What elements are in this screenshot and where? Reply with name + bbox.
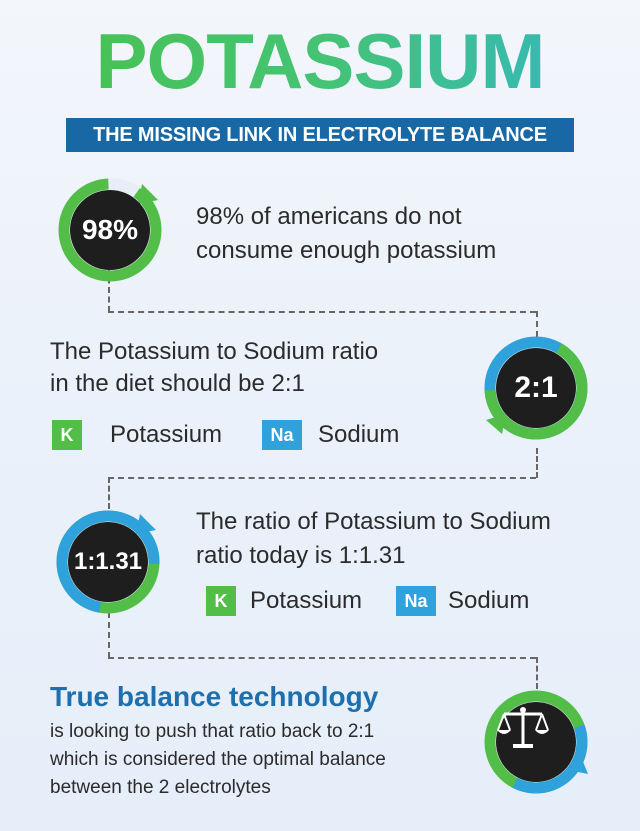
- stat3-text-line1: The ratio of Potassium to Sodium: [196, 508, 551, 535]
- potassium-symbol-chip-2: K: [206, 586, 236, 616]
- sodium-legend-label: Sodium: [318, 421, 400, 448]
- sodium-symbol-chip-2: Na: [396, 586, 436, 616]
- subtitle-banner: THE MISSING LINK IN ELECTROLYTE BALANCE: [66, 118, 574, 152]
- connector-1-vertical: [108, 268, 110, 312]
- scale-icon: [497, 707, 549, 748]
- footer-body: is looking to push that ratio back to 2:…: [50, 718, 480, 802]
- badge-2-to-1-label: 2:1: [496, 348, 576, 428]
- potassium-legend-label-2: Potassium: [250, 587, 363, 614]
- ring-green-blue-icon: [484, 336, 588, 440]
- sodium-symbol-chip: Na: [262, 420, 302, 450]
- badge-98-percent: 98%: [58, 178, 162, 282]
- connector-1-drop: [536, 311, 538, 337]
- stat2-text-line2: in the diet should be 2:1: [50, 370, 305, 397]
- balance-scale-icon: [496, 702, 576, 782]
- ring-balance-icon: [484, 690, 588, 794]
- footer-line1: is looking to push that ratio back to 2:…: [50, 721, 375, 742]
- badge-98-label: 98%: [70, 190, 150, 270]
- connector-3-vertical: [108, 612, 110, 658]
- page-title: POTASSIUM: [0, 22, 640, 100]
- ring-blue-green-icon: [56, 510, 160, 614]
- stat2-text-line1: The Potassium to Sodium ratio: [50, 338, 379, 365]
- connector-2-horizontal: [108, 477, 536, 479]
- potassium-symbol-chip: K: [52, 420, 82, 450]
- stat1-text-line2: consume enough potassium: [196, 237, 497, 264]
- connector-3-horizontal: [108, 657, 536, 659]
- connector-2-vertical: [536, 448, 538, 478]
- badge-1-to-1-31-label: 1:1.31: [68, 522, 148, 602]
- headline-true-balance: True balance technology: [50, 681, 379, 712]
- badge-1-to-1-31: 1:1.31: [56, 510, 160, 614]
- badge-2-to-1: 2:1: [484, 336, 588, 440]
- connector-2-drop: [108, 477, 110, 509]
- badge-balance-scale: [484, 690, 588, 794]
- potassium-legend-label: Potassium: [110, 421, 223, 448]
- connector-3-drop: [536, 657, 538, 689]
- sodium-legend-label-2: Sodium: [448, 587, 530, 614]
- ring-green-icon: [58, 178, 162, 282]
- footer-line3: between the 2 electrolytes: [50, 777, 271, 798]
- footer-line2: which is considered the optimal balance: [50, 749, 386, 770]
- stat3-text-line2: ratio today is 1:1.31: [196, 542, 406, 569]
- stat1-text-line1: 98% of americans do not: [196, 203, 462, 230]
- connector-1-horizontal: [108, 311, 536, 313]
